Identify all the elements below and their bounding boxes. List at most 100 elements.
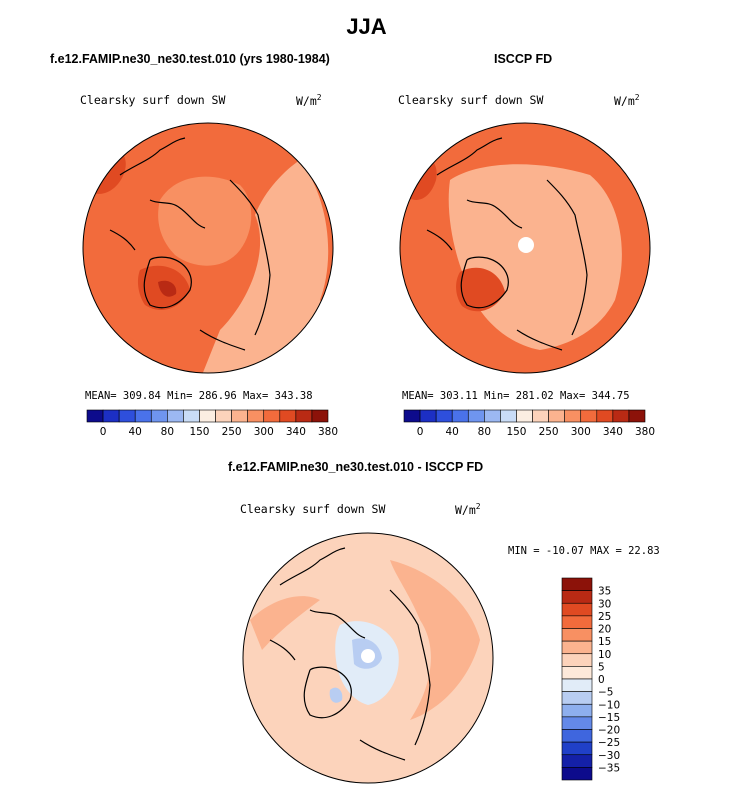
colorbar-2-tick-label: 380: [635, 426, 655, 438]
colorbar-2-swatch: [451, 409, 469, 423]
panel3-units-exp: 2: [475, 502, 481, 511]
panel3-variable: Clearsky surf down SW: [240, 502, 386, 516]
map2-outline: [399, 122, 651, 374]
panel3-units-base: W/m: [455, 502, 476, 517]
colorbar-1: 0 40 80 150 250 300 340 380: [86, 409, 338, 438]
map1-outline: [82, 122, 334, 374]
colorbar-3-tick-label: −5: [598, 687, 613, 699]
map3-field: [243, 533, 493, 783]
map3-positive-region: [390, 560, 480, 720]
colorbar-2-swatch: [564, 409, 582, 423]
colorbar-3-tick-label: 25: [598, 611, 611, 623]
colorbar-1-swatch: [86, 409, 104, 423]
panel1-variable: Clearsky surf down SW: [80, 93, 226, 107]
colorbar-3-swatch: [561, 577, 593, 591]
colorbar-1-swatch: [247, 409, 265, 423]
map1-greenland-peak: [158, 280, 177, 297]
colorbar-3-swatch: [561, 703, 593, 718]
colorbar-3-swatch: [561, 754, 593, 768]
colorbar-1-swatch: [102, 409, 120, 423]
map2-coast-path: [426, 137, 588, 351]
map2-pole-hole: [518, 237, 534, 253]
colorbar-2: 0 40 80 150 250 300 340 380: [403, 409, 655, 438]
colorbar-2-swatch: [500, 409, 517, 423]
panel2-units: W/m2: [614, 93, 640, 108]
colorbar-3-swatch: [561, 590, 593, 604]
colorbar-1-tick-label: 250: [222, 426, 242, 438]
panel1-title: f.e12.FAMIP.ne30_ne30.test.010 (yrs 1980…: [50, 52, 330, 66]
colorbar-1-tick-label: 300: [254, 426, 274, 438]
colorbar-2-swatch: [612, 409, 630, 423]
panel1-units-base: W/m: [296, 93, 317, 108]
panel3-title: f.e12.FAMIP.ne30_ne30.test.010 - ISCCP F…: [228, 460, 484, 474]
colorbar-1-swatch: [263, 409, 281, 423]
colorbar-1-swatch: [231, 409, 248, 423]
colorbar-3-swatch: [561, 653, 593, 667]
colorbar-1-swatch: [118, 409, 136, 423]
map1-coastlines: [109, 137, 271, 351]
colorbar-1-tick-label: 0: [100, 426, 107, 438]
map3-outline: [242, 532, 494, 784]
colorbar-2-swatch: [596, 409, 614, 423]
colorbar-3-tick-label: 20: [598, 624, 611, 636]
colorbar-1-tick-label: 340: [286, 426, 306, 438]
map2-field: [400, 123, 650, 373]
colorbar-1-tick-label: 40: [129, 426, 142, 438]
colorbar-1-swatch: [199, 409, 216, 423]
colorbar-2-tick-label: 340: [603, 426, 623, 438]
panel1-stats: MEAN= 309.84 Min= 286.96 Max= 343.38: [85, 390, 313, 402]
colorbar-3-tick-label: 0: [598, 674, 605, 686]
colorbar-3-swatch: [561, 729, 593, 743]
colorbar-2-swatch: [516, 409, 533, 423]
colorbar-2-swatch: [419, 409, 437, 423]
colorbar-2-swatch: [435, 409, 453, 423]
colorbar-1-swatch: [150, 409, 168, 423]
map3-coast-path: [269, 547, 431, 761]
colorbar-1-swatch: [279, 409, 297, 423]
panel1-units-exp: 2: [316, 93, 322, 102]
colorbar-3-swatch: [561, 602, 593, 617]
colorbar-3-tick-label: −10: [598, 699, 620, 711]
colorbar-3-swatch: [561, 716, 593, 730]
map2-greenland-high: [456, 267, 505, 312]
colorbar-2-tick-label: 80: [478, 426, 491, 438]
colorbar-2-swatch: [628, 409, 646, 423]
colorbar-2-tick-label: 150: [506, 426, 526, 438]
panel2-units-exp: 2: [634, 93, 640, 102]
colorbar-3-tick-label: 15: [598, 636, 611, 648]
colorbar-1-tick-label: 380: [318, 426, 338, 438]
page-title: JJA: [346, 14, 387, 39]
map1-coast-path: [109, 137, 271, 351]
colorbar-3-tick-label: −15: [598, 712, 620, 724]
colorbar-2-tick-label: 300: [571, 426, 591, 438]
colorbar-3-swatch: [561, 767, 593, 781]
map3-positive-west: [250, 596, 320, 650]
colorbar-2-swatch: [484, 409, 501, 423]
colorbar-1-swatch: [295, 409, 313, 423]
colorbar-1-swatch: [134, 409, 152, 423]
map1-arctic-region: [158, 176, 252, 266]
panel3-units: W/m2: [455, 502, 481, 517]
colorbar-3-tick-label: −30: [598, 750, 620, 762]
colorbar-3-tick-label: −20: [598, 725, 620, 737]
colorbar-1-swatch: [311, 409, 329, 423]
colorbar-3-swatch: [561, 666, 593, 680]
map3-coastlines: [269, 547, 431, 761]
colorbar-1-swatch: [215, 409, 232, 423]
panel2-units-base: W/m: [614, 93, 635, 108]
colorbar-3-tick-label: 5: [598, 661, 605, 673]
colorbar-3-swatch: [561, 741, 593, 756]
colorbar-2-tick-label: 250: [539, 426, 559, 438]
panel1-units: W/m2: [296, 93, 322, 108]
colorbar-3-swatch: [561, 615, 593, 629]
colorbar-2-swatch: [403, 409, 421, 423]
colorbar-3-tick-label: −25: [598, 737, 620, 749]
colorbar-2-swatch: [467, 409, 485, 423]
panel2-variable: Clearsky surf down SW: [398, 93, 544, 107]
colorbar-2-tick-label: 40: [446, 426, 459, 438]
colorbar-2-swatch: [580, 409, 598, 423]
colorbar-3-swatch: [561, 678, 593, 692]
panel2-title: ISCCP FD: [494, 52, 553, 66]
map3-greenland-negative: [329, 687, 343, 703]
